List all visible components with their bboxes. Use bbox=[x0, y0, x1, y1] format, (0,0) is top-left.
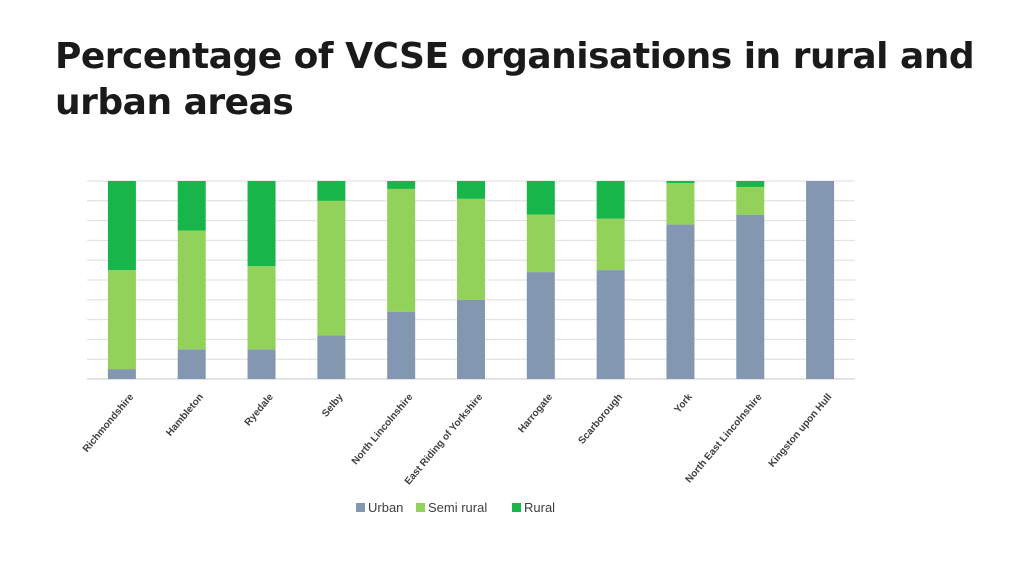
bar-urban bbox=[457, 299, 485, 379]
bar-semi-rural bbox=[387, 188, 416, 312]
bar-urban bbox=[107, 369, 136, 379]
legend-label: Semi rural bbox=[428, 500, 487, 515]
bar-semi-rural bbox=[457, 198, 485, 300]
bar-semi-rural bbox=[107, 270, 136, 370]
bar-urban bbox=[596, 270, 625, 379]
bar-semi-rural bbox=[596, 218, 625, 271]
bar-rural bbox=[596, 181, 625, 219]
bar-semi-rural bbox=[317, 200, 346, 336]
bar-urban bbox=[736, 214, 765, 379]
legend-swatch bbox=[416, 503, 425, 512]
x-tick-label: York bbox=[673, 392, 696, 416]
legend-label: Rural bbox=[524, 500, 555, 515]
bar-urban bbox=[317, 335, 346, 379]
bar-urban bbox=[387, 311, 416, 379]
legend-swatch bbox=[512, 503, 521, 512]
x-tick-label: Selby bbox=[320, 392, 346, 420]
bar-rural bbox=[107, 181, 136, 271]
bar-semi-rural bbox=[526, 214, 555, 273]
bar-urban bbox=[526, 272, 555, 379]
bar-urban bbox=[177, 349, 206, 379]
bar-semi-rural bbox=[736, 186, 765, 215]
bar-urban bbox=[247, 349, 276, 379]
bar-rural bbox=[177, 181, 206, 231]
bar-semi-rural bbox=[247, 266, 276, 350]
legend-swatch bbox=[356, 503, 365, 512]
bar-rural bbox=[247, 181, 276, 267]
x-tick-label: North Lincolnshire bbox=[350, 392, 416, 468]
page-title: Percentage of VCSE organisations in rura… bbox=[55, 36, 975, 123]
bar-rural bbox=[387, 181, 416, 189]
bar-rural bbox=[666, 181, 695, 183]
x-tick-label: North East Lincolnshire bbox=[684, 392, 765, 486]
bar-rural bbox=[457, 181, 485, 199]
bar-urban bbox=[666, 224, 695, 379]
x-tick-label: Scarborough bbox=[577, 392, 625, 447]
x-tick-label: Harrogate bbox=[516, 392, 555, 436]
legend: Urban Semi rural Rural bbox=[356, 500, 555, 515]
x-tick-label: Hambleton bbox=[164, 392, 206, 439]
legend-label: Urban bbox=[368, 500, 403, 515]
bar-semi-rural bbox=[177, 230, 206, 350]
x-tick-label: Kingston upon Hull bbox=[767, 392, 835, 470]
bar-rural bbox=[736, 181, 765, 187]
bar-rural bbox=[526, 181, 555, 215]
bar-rural bbox=[317, 181, 346, 201]
bar-semi-rural bbox=[666, 182, 695, 225]
x-axis-labels: Richmondshire Hambleton Ryedale Selby North … bbox=[81, 392, 835, 488]
bars bbox=[107, 181, 835, 379]
x-tick-label: East Riding of Yorkshire bbox=[403, 392, 486, 488]
x-tick-label: Ryedale bbox=[243, 392, 276, 429]
bar-urban bbox=[806, 181, 835, 379]
x-tick-label: Richmondshire bbox=[81, 392, 136, 455]
